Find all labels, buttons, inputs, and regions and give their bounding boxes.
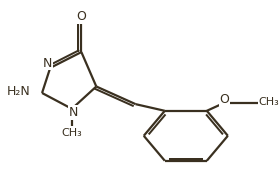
Text: H₂N: H₂N bbox=[7, 85, 31, 98]
Text: CH₃: CH₃ bbox=[259, 97, 280, 108]
Text: N: N bbox=[69, 106, 78, 119]
Text: O: O bbox=[220, 93, 229, 106]
Text: CH₃: CH₃ bbox=[62, 128, 82, 138]
Text: N: N bbox=[43, 57, 52, 70]
Text: O: O bbox=[76, 10, 86, 23]
